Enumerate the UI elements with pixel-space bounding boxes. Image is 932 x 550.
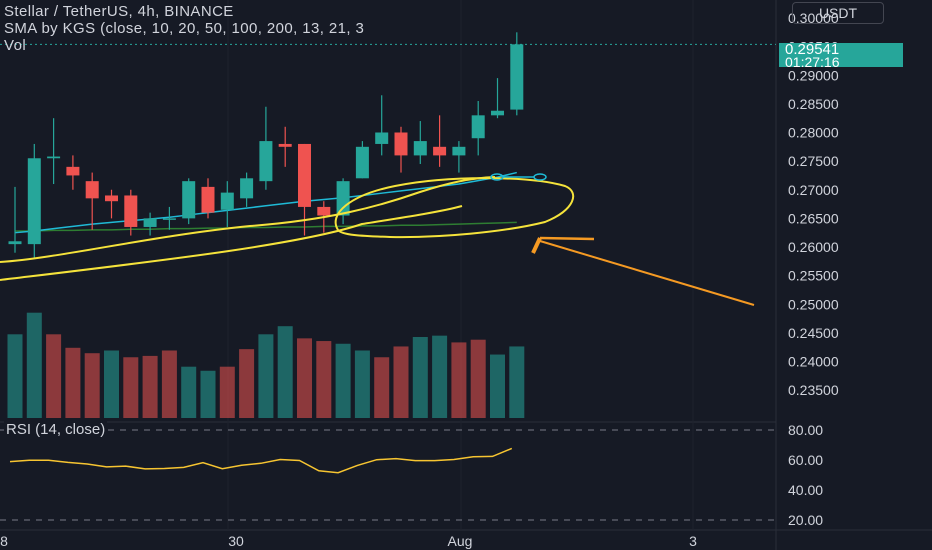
drawing-annotations[interactable]	[0, 173, 755, 306]
sma-indicator-legend[interactable]: SMA by KGS (close, 10, 20, 50, 100, 200,…	[4, 20, 365, 37]
volume-bar	[412, 337, 428, 418]
price-axis-label: 0.24500	[788, 325, 839, 341]
candle-body[interactable]	[105, 195, 118, 202]
annotation-curve-upper[interactable]	[0, 176, 496, 263]
candle-body[interactable]	[355, 146, 369, 179]
price-axis-label: 0.26500	[788, 210, 839, 226]
price-axis-label: 0.30000	[788, 10, 839, 26]
candle-body[interactable]	[124, 195, 138, 227]
sma-slow-line[interactable]	[15, 221, 517, 232]
annotation-handle[interactable]	[533, 173, 547, 181]
candle-body[interactable]	[413, 141, 427, 156]
price-axis-label: 0.27000	[788, 182, 839, 198]
arrow-head-top	[539, 236, 595, 241]
candle-body[interactable]	[47, 156, 61, 159]
volume-bar	[26, 312, 42, 418]
price-axis-label: 0.29000	[788, 67, 839, 83]
rsi-axis-label: 40.00	[788, 482, 823, 498]
rsi-axis-label: 80.00	[788, 422, 823, 438]
volume-bar	[239, 349, 255, 418]
price-axis-label: 0.23500	[788, 382, 839, 398]
price-axis-label: 0.28500	[788, 96, 839, 112]
candle-body[interactable]	[278, 143, 292, 147]
volume-bar	[161, 350, 177, 418]
rsi-line[interactable]	[9, 447, 513, 474]
volume-bar	[123, 357, 139, 418]
candle-body[interactable]	[317, 206, 331, 216]
candle-body[interactable]	[259, 141, 273, 182]
volume-legend[interactable]: Vol	[4, 37, 27, 54]
candle-body[interactable]	[336, 181, 350, 216]
annotation-ellipse[interactable]	[334, 177, 575, 239]
price-axis-label: 0.24000	[788, 354, 839, 370]
volume-bar	[219, 366, 235, 418]
candle-body[interactable]	[85, 181, 99, 199]
price-axis-label: 0.25500	[788, 268, 839, 284]
candle-body[interactable]	[27, 158, 41, 245]
candle-body[interactable]	[394, 132, 408, 156]
volume-bar	[142, 355, 158, 418]
volume-bar	[432, 335, 448, 418]
candle-body[interactable]	[162, 218, 176, 220]
candle-body[interactable]	[433, 146, 447, 156]
volume-bar	[258, 334, 274, 418]
volume-bar	[393, 346, 409, 418]
candle-body[interactable]	[298, 143, 311, 207]
rsi-axis-label: 20.00	[788, 512, 823, 528]
arrow-head-bottom	[531, 237, 542, 254]
candle-body[interactable]	[375, 132, 389, 144]
volume-bar	[7, 334, 23, 418]
price-axis-label: 0.28000	[788, 125, 839, 141]
currency-selector[interactable]: USDT	[792, 2, 884, 24]
price-axis-label: 0.27500	[788, 153, 839, 169]
annotation-curve-lower[interactable]	[0, 205, 463, 281]
volume-bar	[46, 334, 62, 418]
bar-countdown: 01:27:16	[785, 54, 840, 70]
current-price: 0.29541	[785, 41, 840, 58]
rsi-legend[interactable]: RSI (14, close)	[4, 421, 108, 438]
volume-bar	[374, 357, 390, 418]
candle-body[interactable]	[201, 186, 215, 213]
price-axis-label: 0.25000	[788, 296, 839, 312]
candle-body[interactable]	[452, 146, 466, 156]
candle-body[interactable]	[66, 166, 80, 176]
symbol-legend[interactable]: Stellar / TetherUS, 4h, BINANCE	[4, 3, 234, 20]
volume-bar	[451, 342, 467, 418]
volume-bar	[470, 339, 486, 418]
candle-body[interactable]	[471, 115, 485, 139]
candle-body[interactable]	[510, 44, 524, 110]
volume-bar	[490, 354, 505, 418]
price-axis-label: 0.26000	[788, 239, 839, 255]
arrow-shaft[interactable]	[539, 240, 755, 306]
volume-bar	[200, 370, 216, 418]
current-price-tag: 0.29541 01:27:16	[779, 41, 903, 70]
volume-bar	[181, 366, 197, 418]
volume-bar	[316, 341, 332, 418]
time-axis-label: 3	[689, 533, 697, 549]
rsi-axis-label: 60.00	[788, 452, 823, 468]
candle-body[interactable]	[143, 218, 157, 227]
candle-body[interactable]	[8, 241, 22, 245]
volume-bar	[104, 350, 119, 418]
time-axis-label: Aug	[448, 533, 473, 549]
time-axis-label: 30	[228, 533, 244, 549]
volume-bar	[297, 338, 312, 418]
candle-body[interactable]	[491, 110, 504, 116]
volume-bar	[335, 343, 351, 418]
time-axis-label: 8	[0, 533, 8, 549]
volume-bar	[84, 353, 100, 418]
candle-body[interactable]	[240, 178, 254, 199]
volume-bar	[65, 347, 81, 418]
volume-bar	[354, 350, 370, 418]
candle-body[interactable]	[182, 181, 196, 219]
candle-body[interactable]	[220, 192, 234, 210]
volume-bar	[277, 326, 293, 418]
volume-bar	[509, 346, 525, 418]
